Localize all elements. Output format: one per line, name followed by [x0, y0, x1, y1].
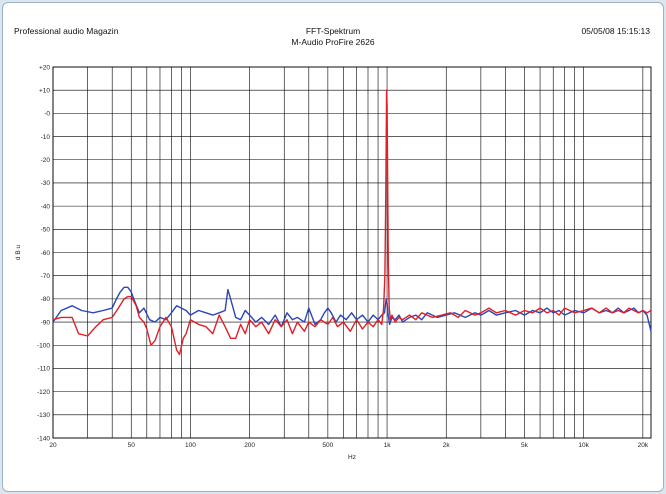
y-tick-label: -70 — [41, 273, 51, 280]
y-tick-label: +20 — [39, 64, 50, 71]
y-tick-label: -120 — [37, 389, 50, 396]
x-tick-label: 20 — [49, 442, 57, 449]
y-tick-label: -0 — [44, 111, 50, 118]
y-tick-label: -130 — [37, 412, 50, 419]
plot-border — [52, 66, 652, 439]
timestamp-label: 05/05/08 15:15:13 — [581, 26, 650, 36]
y-tick-label: -20 — [41, 157, 51, 164]
y-tick-label: +10 — [39, 87, 50, 94]
x-tick-label: 10k — [578, 442, 589, 449]
y-tick-label: -100 — [37, 343, 50, 350]
chart-subtitle: M-Audio ProFire 2626 — [291, 37, 375, 47]
y-tick-label: -10 — [41, 134, 51, 141]
y-tick-label: -50 — [41, 227, 51, 234]
y-tick-label: -80 — [41, 296, 51, 303]
y-tick-label: -90 — [41, 319, 51, 326]
series-line-red — [52, 89, 652, 356]
x-tick-label: 20k — [638, 442, 649, 449]
y-axis-label: d B u — [15, 245, 22, 261]
x-tick-label: 500 — [322, 442, 333, 449]
x-tick-label: 50 — [128, 442, 136, 449]
x-tick-label: 5k — [521, 442, 529, 449]
y-tick-label: -40 — [41, 203, 51, 210]
x-axis-label: Hz — [348, 454, 356, 461]
y-tick-label: -60 — [41, 250, 51, 257]
x-tick-label: 2k — [443, 442, 451, 449]
y-tick-label: -110 — [37, 366, 50, 373]
series-line-blue — [52, 286, 652, 332]
y-tick-label: -30 — [41, 180, 51, 187]
x-tick-label: 100 — [185, 442, 196, 449]
x-tick-label: 200 — [244, 442, 255, 449]
chart-title: FFT-Spektrum — [305, 26, 361, 36]
publisher-label: Professional audio Magazin — [14, 26, 119, 36]
x-tick-label: 1k — [384, 442, 392, 449]
y-tick-label: -140 — [37, 435, 50, 442]
